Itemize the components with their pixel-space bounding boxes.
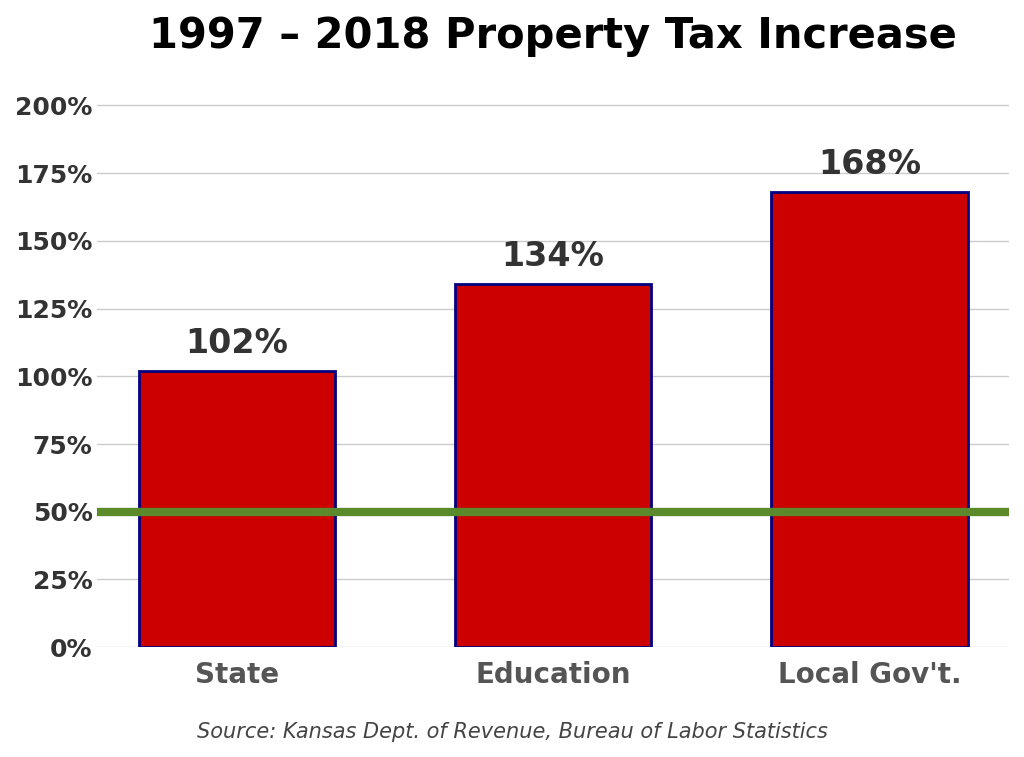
Text: 134%: 134%: [502, 241, 604, 273]
Bar: [139, 371, 335, 647]
Text: 102%: 102%: [185, 327, 289, 360]
Text: 168%: 168%: [818, 148, 921, 182]
Bar: [771, 192, 968, 647]
Bar: [455, 284, 651, 647]
Title: 1997 – 2018 Property Tax Increase: 1997 – 2018 Property Tax Increase: [150, 15, 957, 57]
Text: Source: Kansas Dept. of Revenue, Bureau of Labor Statistics: Source: Kansas Dept. of Revenue, Bureau …: [197, 722, 827, 742]
